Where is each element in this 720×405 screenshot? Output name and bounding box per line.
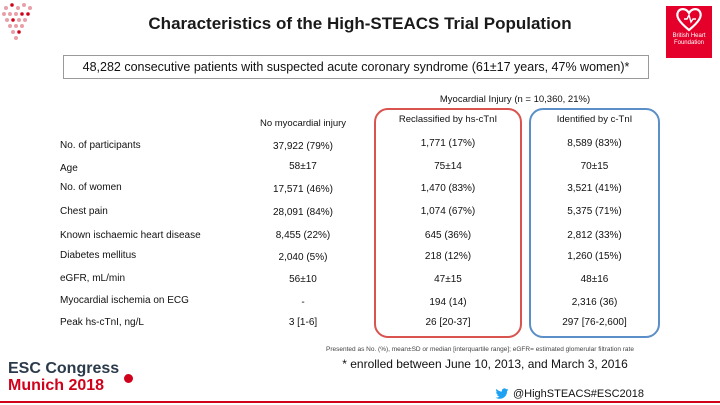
table-cell: 3 [1-6] xyxy=(288,317,318,328)
table-cell: 3,521 (41%) xyxy=(567,183,622,194)
esc-logo-line2: Munich 2018 xyxy=(8,377,105,394)
myocardial-injury-header: Myocardial Injury (n = 10,360, 21%) xyxy=(439,94,591,105)
bhf-logo-line2: Foundation xyxy=(673,39,704,46)
heart-logo-icon xyxy=(676,8,702,32)
twitter-handle: @HighSTEACS#ESC2018 xyxy=(495,388,644,400)
twitter-bird-icon xyxy=(495,388,509,399)
row-label-ecg-ischemia: Myocardial ischemia on ECG xyxy=(60,295,189,306)
column-header-no-injury: No myocardial injury xyxy=(259,118,347,129)
table-cell: 645 (36%) xyxy=(424,230,472,241)
twitter-handle-text: @HighSTEACS#ESC2018 xyxy=(513,388,645,400)
table-cell: 218 (12%) xyxy=(424,251,472,262)
table-cell: 2,040 (5%) xyxy=(278,252,328,263)
table-cell: 297 [76-2,600] xyxy=(562,317,627,328)
table-cell: 1,771 (17%) xyxy=(420,138,476,149)
table-cell: 8,589 (83%) xyxy=(567,138,622,149)
row-label-peak-troponin: Peak hs-cTnI, ng/L xyxy=(60,317,144,328)
row-label-ischaemic-heart-disease: Known ischaemic heart disease xyxy=(60,230,201,241)
slide-title: Characteristics of the High-STEACS Trial… xyxy=(148,14,572,33)
table-cell: 56±10 xyxy=(289,274,317,285)
bhf-logo-line1: British Heart xyxy=(672,33,706,39)
identified-column-outline xyxy=(529,108,660,338)
esc-logo-dot xyxy=(124,374,133,383)
esc-logo-line1: ESC Congress xyxy=(8,360,120,377)
column-header-identified: Identified by c-TnI xyxy=(556,114,633,125)
table-cell: 1,470 (83%) xyxy=(420,183,476,194)
population-summary: 48,282 consecutive patients with suspect… xyxy=(63,55,649,79)
table-cell: 48±16 xyxy=(580,274,609,285)
row-label-participants: No. of participants xyxy=(60,140,141,151)
table-cell: 70±15 xyxy=(580,161,609,172)
table-cell: 2,812 (33%) xyxy=(567,230,622,241)
row-label-age: Age xyxy=(60,163,78,174)
table-cell: 194 (14) xyxy=(429,297,467,308)
table-note: Presented as No. (%), mean±SD or median … xyxy=(326,346,634,353)
table-cell: 26 [20-37] xyxy=(425,317,471,328)
table-cell: 8,455 (22%) xyxy=(275,230,331,241)
table-cell: 75±14 xyxy=(434,161,462,172)
row-label-egfr: eGFR, mL/min xyxy=(60,273,126,284)
table-cell: 1,074 (67%) xyxy=(420,206,476,217)
row-label-women: No. of women xyxy=(60,182,122,193)
reclassified-column-outline xyxy=(374,108,522,338)
table-cell: 47±15 xyxy=(434,274,462,285)
footer-accent-line xyxy=(0,401,720,403)
bhf-logo: British Heart Foundation xyxy=(666,6,712,58)
table-cell: 2,316 (36) xyxy=(571,297,618,308)
decorative-heart-dots xyxy=(2,3,32,40)
table-cell: 17,571 (46%) xyxy=(272,184,334,195)
enrollment-footnote: * enrolled between June 10, 2013, and Ma… xyxy=(342,357,628,371)
row-label-diabetes: Diabetes mellitus xyxy=(60,250,137,261)
table-cell: - xyxy=(301,297,305,308)
table-cell: 1,260 (15%) xyxy=(567,251,622,262)
table-cell: 58±17 xyxy=(289,161,317,172)
table-cell: 5,375 (71%) xyxy=(567,206,622,217)
column-header-reclassified: Reclassified by hs-cTnI xyxy=(398,114,498,125)
esc-congress-logo: ESC Congress Munich 2018 xyxy=(8,360,119,394)
table-cell: 37,922 (79%) xyxy=(272,141,334,152)
row-label-chest-pain: Chest pain xyxy=(60,206,108,217)
table-cell: 28,091 (84%) xyxy=(272,207,334,218)
